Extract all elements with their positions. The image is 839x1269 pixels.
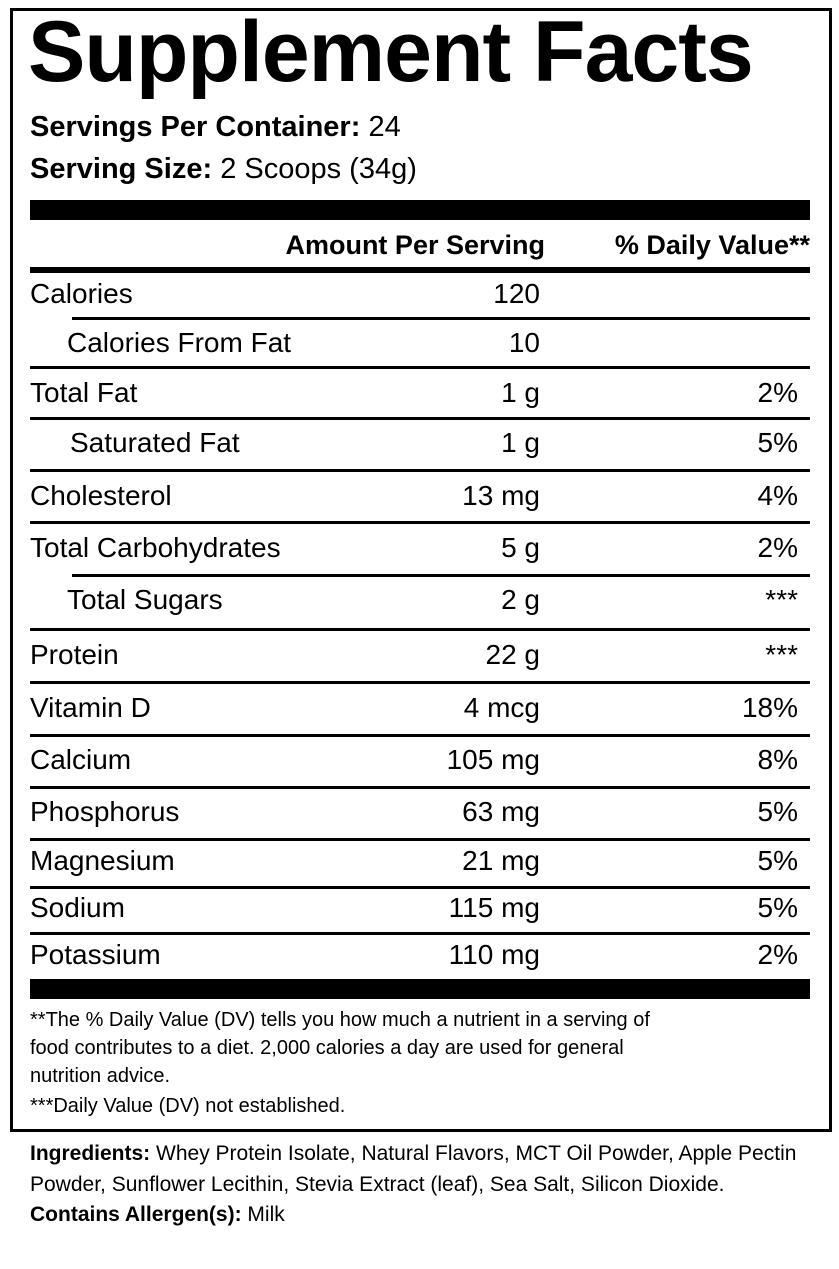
- footnote-line: nutrition advice.: [30, 1065, 171, 1087]
- amount-per-serving-header: Amount Per Serving: [285, 230, 545, 260]
- nutrient-name: Potassium: [30, 939, 161, 970]
- nutrient-name: Phosphorus: [30, 796, 180, 827]
- nutrient-amount: 1 g: [501, 377, 540, 408]
- nutrient-amount: 115 mg: [448, 892, 540, 923]
- nutrient-name: Protein: [30, 639, 119, 670]
- row-divider: [30, 734, 810, 737]
- nutrient-name: Vitamin D: [30, 692, 151, 723]
- row-divider: [30, 521, 810, 524]
- nutrient-amount: 10: [508, 327, 540, 358]
- row-divider: [30, 932, 810, 935]
- nutrient-daily-value: 5%: [757, 427, 798, 458]
- nutrient-name: Sodium: [30, 892, 125, 923]
- nutrient-amount: 21 mg: [462, 845, 540, 876]
- nutrient-daily-value: 18%: [741, 692, 798, 723]
- row-divider: [30, 628, 810, 631]
- nutrient-amount: 4 mcg: [463, 692, 540, 723]
- nutrient-daily-value: 2%: [757, 532, 798, 563]
- nutrient-name: Saturated Fat: [70, 427, 240, 458]
- allergens-label: Contains Allergen(s):: [30, 1203, 242, 1226]
- nutrient-amount: 1 g: [501, 427, 540, 458]
- serving-size: Serving Size: 2 Scoops (34g): [30, 152, 417, 186]
- thick-divider-bottom: [30, 979, 810, 999]
- nutrient-name: Calories: [30, 278, 133, 309]
- row-divider: [30, 786, 810, 789]
- nutrient-daily-value: 8%: [757, 744, 798, 775]
- row-divider: [30, 469, 810, 472]
- nutrient-amount: 5 g: [501, 532, 540, 563]
- nutrient-daily-value: 5%: [757, 845, 798, 876]
- ingredients-text: Whey Protein Isolate, Natural Flavors, M…: [30, 1142, 797, 1196]
- thick-divider-top: [30, 200, 810, 220]
- row-divider: [72, 574, 810, 577]
- nutrient-name: Calories From Fat: [67, 327, 292, 358]
- ingredients: Ingredients: Whey Protein Isolate, Natur…: [30, 1139, 820, 1231]
- footnote-line: ***Daily Value (DV) not established.: [30, 1095, 346, 1117]
- supplement-facts-panel: [10, 8, 832, 1132]
- nutrient-daily-value: 2%: [757, 939, 798, 970]
- footnote-line: food contributes to a diet. 2,000 calori…: [30, 1037, 624, 1059]
- nutrient-daily-value: 4%: [757, 480, 798, 511]
- row-divider: [30, 366, 810, 369]
- nutrient-name: Calcium: [30, 744, 132, 775]
- header-divider: [30, 267, 810, 273]
- serving-size-value: 2 Scoops (34g): [220, 153, 417, 185]
- nutrient-amount: 105 mg: [446, 744, 540, 775]
- footnote-line: **The % Daily Value (DV) tells you how m…: [30, 1009, 650, 1031]
- row-divider: [72, 317, 810, 320]
- nutrient-name: Cholesterol: [30, 480, 172, 511]
- nutrient-name: Total Sugars: [67, 584, 223, 615]
- nutrient-daily-value: ***: [765, 639, 798, 670]
- nutrient-amount: 2 g: [501, 584, 540, 615]
- panel-title: Supplement Facts: [28, 4, 754, 100]
- servings-label: Servings Per Container:: [30, 111, 361, 143]
- servings-value: 24: [368, 111, 401, 143]
- allergens-text: Milk: [247, 1203, 285, 1226]
- nutrient-amount: 13 mg: [462, 480, 540, 511]
- nutrient-daily-value: 2%: [757, 377, 798, 408]
- row-divider: [30, 417, 810, 420]
- nutrient-amount: 120: [493, 278, 540, 309]
- nutrient-amount: 110 mg: [448, 939, 540, 970]
- servings-per-container: Servings Per Container: 24: [30, 110, 401, 144]
- nutrient-name: Magnesium: [30, 845, 175, 876]
- nutrient-amount: 22 g: [485, 639, 541, 670]
- nutrient-daily-value: 5%: [757, 796, 798, 827]
- row-divider: [30, 681, 810, 684]
- row-divider: [30, 886, 810, 889]
- row-divider: [30, 838, 810, 841]
- serving-size-label: Serving Size:: [30, 153, 213, 185]
- daily-value-header: % Daily Value**: [614, 230, 810, 260]
- nutrient-daily-value: 5%: [757, 892, 798, 923]
- nutrient-name: Total Carbohydrates: [30, 532, 281, 563]
- nutrient-amount: 63 mg: [462, 796, 540, 827]
- nutrient-name: Total Fat: [30, 377, 138, 408]
- ingredients-label: Ingredients:: [30, 1142, 151, 1165]
- nutrient-daily-value: ***: [765, 584, 798, 615]
